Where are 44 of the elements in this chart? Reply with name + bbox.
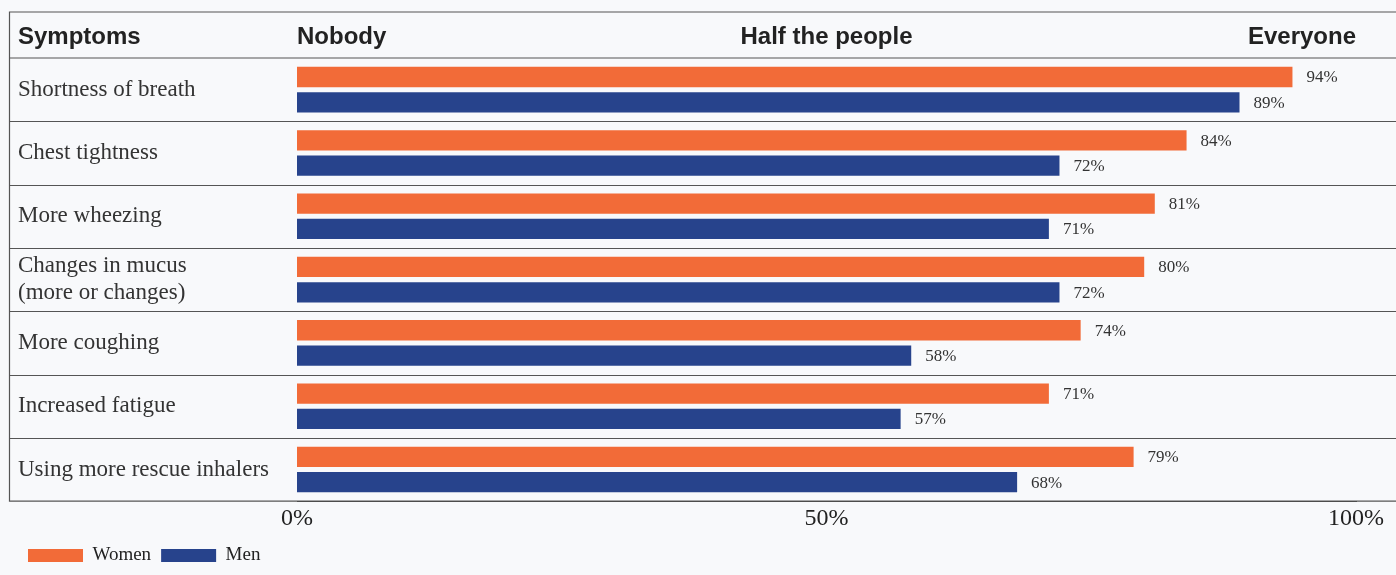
data-label: 89%: [1253, 92, 1285, 112]
data-label: 80%: [1158, 257, 1190, 277]
y-tick-label: Chest tightness: [18, 139, 158, 165]
bar: [297, 256, 1145, 278]
data-label: 58%: [925, 346, 957, 366]
text: Nobody: [297, 21, 387, 49]
bar: [297, 408, 901, 430]
data-label: 84%: [1200, 130, 1232, 150]
data-label: 74%: [1094, 320, 1126, 340]
y-tick-label: More coughing: [18, 328, 160, 354]
text: Everyone: [1247, 21, 1356, 49]
bar: [297, 383, 1049, 404]
data-label: 71%: [1062, 384, 1095, 404]
bar: [297, 193, 1155, 214]
y-tick-label: More wheezing: [18, 202, 163, 228]
data-label: 79%: [1147, 447, 1179, 467]
data-label: 68%: [1031, 472, 1063, 492]
bar: [297, 92, 1240, 113]
legend-label: Women: [92, 543, 152, 565]
data-label: 71%: [1062, 219, 1095, 239]
bar: [297, 282, 1060, 303]
bar: [297, 320, 1081, 341]
data-label: 57%: [914, 409, 946, 429]
x-tick-label: 0%: [281, 503, 313, 530]
bar: [297, 472, 1018, 493]
y-tick-label: Increased fatigue: [18, 392, 176, 418]
y-tick-label: Using more rescue inhalers: [18, 455, 270, 481]
y-axis-title: Symptoms: [18, 21, 141, 49]
y-tick-label: Changes in mucus (more or changes): [18, 251, 187, 305]
bar: [297, 345, 912, 366]
text: Half the people: [740, 21, 913, 49]
data-label: 72%: [1073, 282, 1105, 302]
y-tick-label: Shortness of breath: [18, 75, 197, 101]
bar: [297, 446, 1134, 468]
data-label: 81%: [1168, 194, 1200, 214]
x-tick-label: 50%: [804, 503, 849, 530]
x-tick-label: 100%: [1328, 503, 1384, 530]
bar: [297, 218, 1049, 240]
legend-label: Men: [225, 543, 261, 565]
bar: [297, 155, 1060, 176]
data-label: 94%: [1306, 67, 1338, 87]
data-label: 72%: [1073, 156, 1105, 176]
bar: [297, 130, 1187, 151]
bar: [297, 66, 1293, 88]
